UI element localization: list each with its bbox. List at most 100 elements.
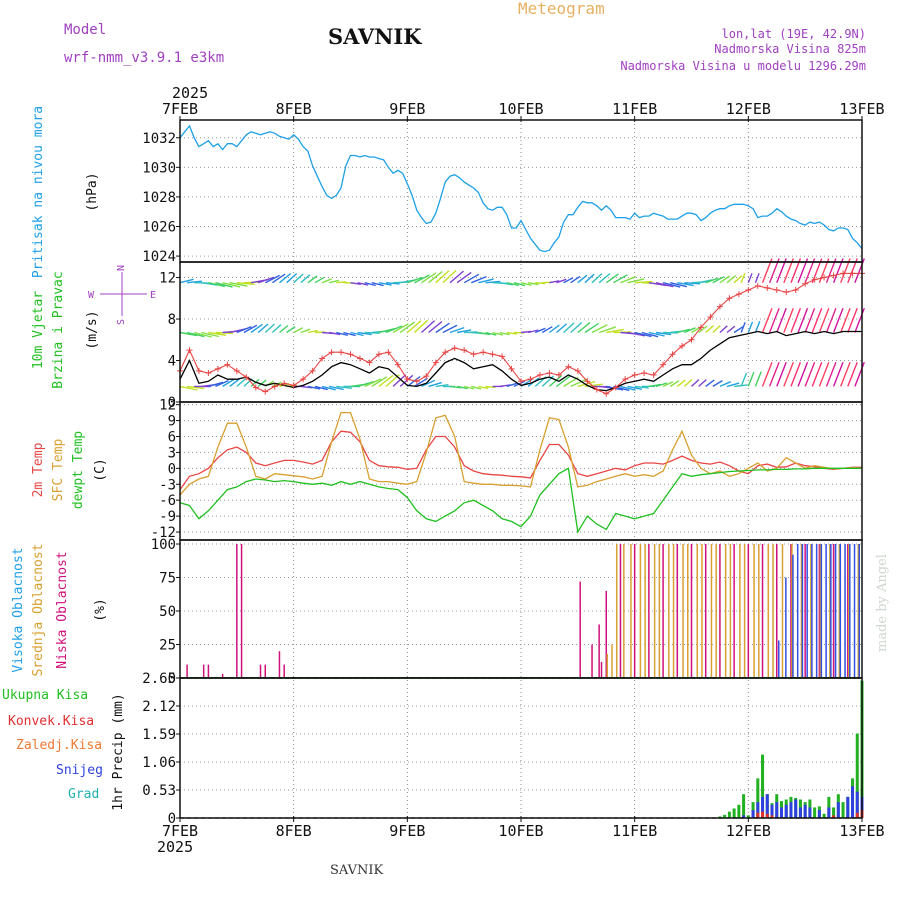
wind-gust-marker <box>840 270 847 277</box>
wind-gust-marker <box>186 347 193 354</box>
wind-barb <box>698 379 707 387</box>
wind-gust-marker <box>802 280 809 287</box>
wind-barb <box>662 381 674 388</box>
wind-barb <box>336 331 348 336</box>
y-tick-label: 100 <box>151 537 176 553</box>
wind-barb <box>364 282 376 287</box>
legend-freezing-rain: Zaledj.Kisa <box>16 738 102 753</box>
wind-barb <box>499 331 510 336</box>
wind-gust-marker <box>195 367 202 374</box>
wind-barb <box>754 320 761 333</box>
wind-gust-marker <box>451 345 458 352</box>
wind-barb <box>670 282 688 288</box>
temp-ylabel: 2m Temp <box>31 442 46 497</box>
wind-barb <box>428 381 442 388</box>
temp-sfc-line <box>179 411 863 496</box>
wind-gust-marker <box>499 353 506 360</box>
precip-unit: (mm) <box>111 693 126 724</box>
legend-snow: Snijeg <box>56 763 103 778</box>
wind-barb <box>620 276 637 284</box>
wind-barb <box>627 278 645 284</box>
wind-gust-marker <box>423 373 430 380</box>
chart-kind-title: Meteogram <box>518 0 605 18</box>
wind-barb <box>208 381 224 388</box>
wind-barb <box>413 319 429 334</box>
wind-barb <box>208 331 227 336</box>
total-rain-bar <box>742 794 746 818</box>
wind-barb <box>449 270 464 284</box>
wind-barb <box>428 321 443 334</box>
wind-barb <box>456 329 472 334</box>
wind-compass: N S W E <box>88 265 156 325</box>
wind-barb <box>506 282 519 287</box>
wind-barb <box>832 361 844 387</box>
wind-gust-marker <box>764 284 771 291</box>
y-tick-label: 50 <box>159 604 176 620</box>
wind-barb <box>705 325 714 334</box>
time-tick-label-top: 10FEB <box>498 100 543 118</box>
wind-barb <box>598 272 611 284</box>
y-tick-label: 1026 <box>142 220 176 236</box>
wind-gust-marker <box>574 367 581 374</box>
wind-barb <box>329 279 340 284</box>
wind-barb <box>719 275 730 284</box>
y-tick-label: -9 <box>159 509 176 525</box>
time-tick-label-bottom: 8FEB <box>276 822 312 840</box>
wind-barb <box>179 385 198 391</box>
y-tick-label: -6 <box>159 493 176 509</box>
wind-barb <box>364 378 382 388</box>
time-tick-label-top: 8FEB <box>276 100 312 118</box>
wind-gust-marker <box>252 384 259 391</box>
wind-gust-marker <box>224 361 231 368</box>
wind-barb <box>456 385 468 390</box>
wind-barb <box>527 282 539 286</box>
wind-ylabel-2: Brzina i Pravac <box>51 271 66 388</box>
wind-barb <box>271 324 282 334</box>
credit-watermark: made by Angel <box>875 554 890 652</box>
wind-barb <box>669 380 680 387</box>
time-tick-label-bottom: 12FEB <box>726 822 771 840</box>
wind-gust-marker <box>319 355 326 362</box>
wind-gust-marker <box>527 376 534 383</box>
wind-gust-marker <box>243 374 250 381</box>
wind-barb <box>321 385 336 391</box>
wind-barb <box>279 272 292 284</box>
wind-barb <box>613 274 628 284</box>
wind-barb <box>257 276 275 284</box>
wind-barb <box>527 329 539 334</box>
total-rain-bar <box>841 802 845 818</box>
y-tick-label: 0 <box>168 811 176 827</box>
year-label-bottom: 2025 <box>157 838 193 856</box>
compass-s-label: S <box>116 319 127 325</box>
convective-rain-bar <box>761 811 765 818</box>
wind-barb <box>307 275 318 284</box>
wind-barb <box>286 272 298 284</box>
y-tick-label: -3 <box>159 477 176 493</box>
wind-barb <box>343 331 356 337</box>
wind-barb <box>556 323 567 334</box>
wind-barb <box>257 379 267 387</box>
wind-barb <box>563 277 574 284</box>
wind-barb <box>485 385 496 389</box>
wind-barb <box>634 280 653 284</box>
wind-barb <box>485 331 497 336</box>
wind-barb <box>655 282 674 288</box>
time-tick-label-bottom: 11FEB <box>612 822 657 840</box>
wind-barb <box>520 282 532 286</box>
wind-gust-marker <box>650 372 657 379</box>
wind-barb <box>222 282 241 288</box>
wind-gust-marker <box>394 361 401 368</box>
wind-barb <box>329 331 341 336</box>
wind-gust-marker <box>726 295 733 302</box>
wind-barb <box>264 274 280 284</box>
snow-bar <box>779 807 783 818</box>
wind-barb <box>201 331 220 338</box>
panel-frame <box>179 401 863 541</box>
wind-barb <box>478 331 491 336</box>
wind-barb <box>471 275 487 284</box>
wind-barb <box>776 308 787 333</box>
total-rain-bar <box>723 814 727 818</box>
wind-gust-marker <box>593 386 600 393</box>
wind-barb <box>187 280 202 284</box>
model-label: Model <box>64 22 106 38</box>
